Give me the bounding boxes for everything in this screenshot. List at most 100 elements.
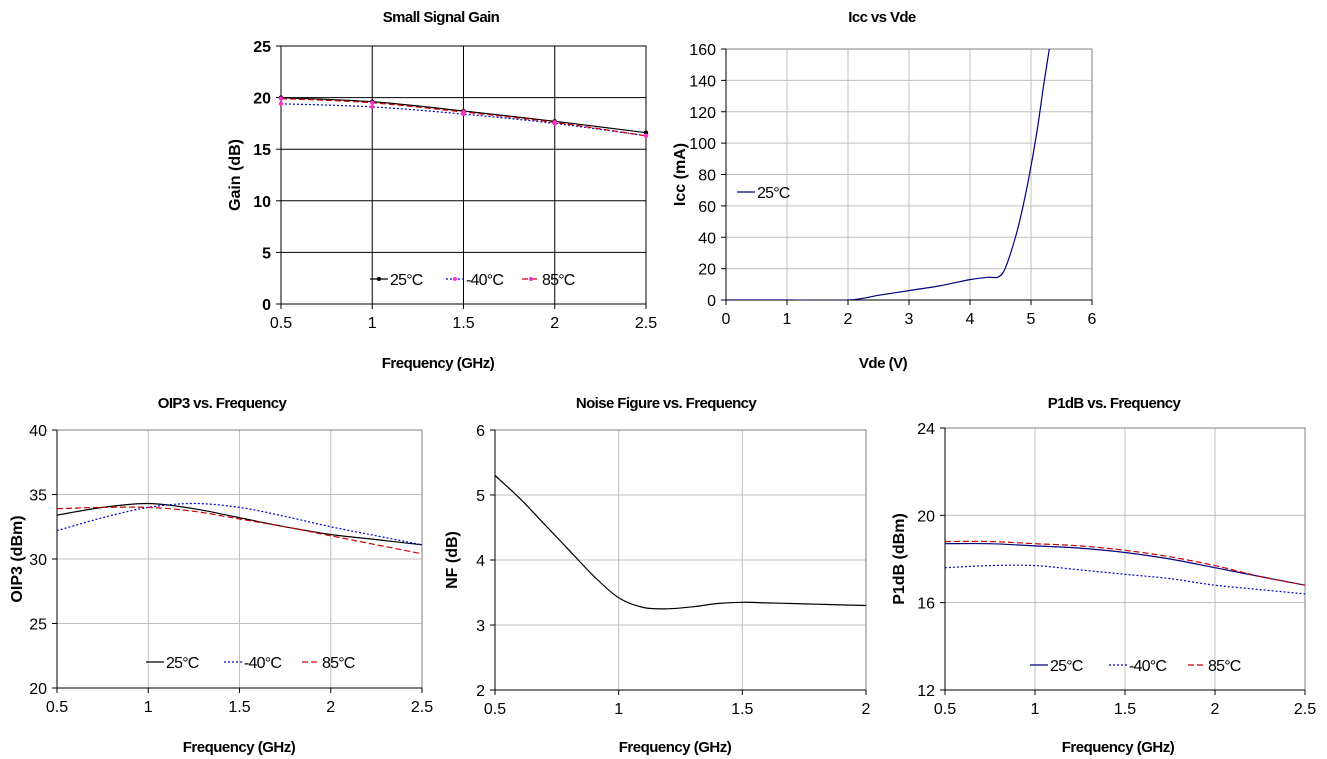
x-tick-label: 0 — [722, 311, 731, 328]
y-tick-label: 16 — [917, 596, 935, 613]
x-tick-label: 2 — [844, 311, 853, 328]
x-axis-label: Frequency (GHz) — [1062, 739, 1175, 756]
x-tick-label: 2 — [326, 699, 335, 716]
chart-title: Icc vs Vde — [848, 9, 916, 26]
legend-marker — [377, 277, 381, 281]
x-tick-label: 3 — [905, 311, 914, 328]
x-tick-label: 1 — [783, 311, 792, 328]
x-tick-label: 2.5 — [1294, 701, 1316, 718]
series-line-25°C — [945, 542, 1305, 586]
y-tick-label: 160 — [689, 42, 716, 59]
x-tick-label: 4 — [966, 311, 975, 328]
y-tick-label: 140 — [689, 73, 716, 90]
y-axis-label: P1dB (dBm) — [891, 513, 908, 605]
legend-label: 25°C — [757, 185, 790, 202]
y-tick-label: 20 — [698, 262, 716, 279]
y-tick-label: 25 — [29, 617, 47, 634]
y-tick-label: 35 — [29, 488, 47, 505]
series-line-25°C — [57, 502, 422, 546]
x-tick-label: 0.5 — [270, 315, 292, 332]
x-tick-label: 0.5 — [934, 701, 956, 718]
chart-title: OIP3 vs. Frequency — [158, 395, 288, 412]
legend-label: 25°C — [390, 272, 423, 289]
legend-marker — [453, 277, 457, 281]
y-tick-label: 5 — [476, 488, 485, 505]
y-tick-label: 20 — [29, 681, 47, 698]
legend-label: 85°C — [322, 655, 355, 672]
x-tick-label: 2.5 — [635, 315, 657, 332]
data-point — [461, 109, 466, 115]
data-point — [552, 120, 557, 125]
legend-label: 25°C — [166, 655, 199, 672]
x-tick-label: 1.5 — [228, 699, 250, 716]
x-axis-label: Frequency (GHz) — [183, 739, 296, 756]
x-axis-label: Frequency (GHz) — [619, 739, 732, 756]
legend-label: 85°C — [1208, 658, 1241, 675]
y-tick-label: 25 — [253, 39, 271, 56]
x-tick-label: 1.5 — [1114, 701, 1136, 718]
y-axis-label: Gain (dB) — [227, 139, 244, 211]
x-tick-label: 2 — [1211, 701, 1220, 718]
x-tick-label: 1 — [368, 315, 377, 332]
y-tick-label: 120 — [689, 105, 716, 122]
x-tick-label: 2 — [550, 315, 559, 332]
y-tick-label: 100 — [689, 136, 716, 153]
x-tick-label: 2.5 — [411, 699, 433, 716]
chart-oip3: 0.5 1 1.5 2 2.5 20 25 30 35 40 OIP3 vs. Frequency F… — [9, 395, 433, 756]
data-point — [370, 100, 375, 105]
x-tick-label: 1 — [144, 699, 153, 716]
legend-marker — [529, 277, 533, 281]
legend-label: 85°C — [542, 272, 575, 289]
y-axis-label: Icc (mA) — [672, 143, 689, 206]
series-line-85°C — [945, 540, 1305, 586]
x-axis-label: Vde (V) — [859, 355, 908, 372]
y-tick-label: 6 — [476, 423, 485, 440]
series-line--40°C — [57, 502, 422, 546]
x-tick-label: 0.5 — [484, 701, 506, 718]
y-tick-label: 10 — [253, 194, 271, 211]
y-tick-label: 80 — [698, 168, 716, 185]
x-tick-label: 1.5 — [731, 701, 753, 718]
x-axis-label: Frequency (GHz) — [382, 355, 495, 372]
x-tick-label: 0.5 — [46, 699, 68, 716]
y-tick-label: 60 — [698, 199, 716, 216]
y-axis-label: OIP3 (dBm) — [9, 515, 26, 602]
y-tick-label: 20 — [917, 508, 935, 525]
y-tick-label: 5 — [262, 245, 271, 262]
x-tick-label: 5 — [1027, 311, 1036, 328]
series-line-main — [495, 475, 866, 610]
data-point — [643, 130, 649, 135]
y-tick-label: 20 — [253, 91, 271, 108]
data-point — [278, 96, 284, 101]
x-tick-label: 1 — [614, 701, 623, 718]
y-tick-label: 40 — [29, 423, 47, 440]
y-tick-label: 12 — [917, 683, 935, 700]
legend-label: -40°C — [244, 655, 281, 672]
y-tick-label: 2 — [476, 683, 485, 700]
x-tick-label: 2 — [862, 701, 871, 718]
y-tick-label: 24 — [917, 421, 935, 438]
data-point — [643, 133, 649, 138]
data-point — [278, 101, 284, 106]
y-tick-label: 30 — [29, 552, 47, 569]
data-point — [370, 104, 375, 110]
y-tick-label: 15 — [253, 142, 271, 159]
y-tick-label: 0 — [262, 297, 271, 314]
legend-label: -40°C — [1129, 658, 1166, 675]
x-tick-label: 6 — [1088, 311, 1097, 328]
chart-title: Noise Figure vs. Frequency — [576, 395, 758, 412]
series-line--40°C — [281, 103, 646, 137]
series-line-85°C — [57, 506, 422, 555]
chart-p1db: 0.5 1 1.5 2 2.5 12 16 20 24 P1dB vs. Frequency Fre… — [891, 395, 1316, 756]
legend-label: 25°C — [1050, 658, 1083, 675]
y-tick-label: 4 — [476, 553, 485, 570]
chart-gain: 0.5 1 1.5 2 2.5 0 5 10 15 20 25 Small Signal Gain Fr… — [227, 9, 657, 372]
chart-title: Small Signal Gain — [383, 9, 500, 26]
chart-title: P1dB vs. Frequency — [1048, 395, 1182, 412]
x-tick-label: 1 — [1031, 701, 1040, 718]
legend-label: -40°C — [466, 272, 503, 289]
series-line--40°C — [945, 564, 1305, 595]
y-tick-label: 40 — [698, 230, 716, 247]
